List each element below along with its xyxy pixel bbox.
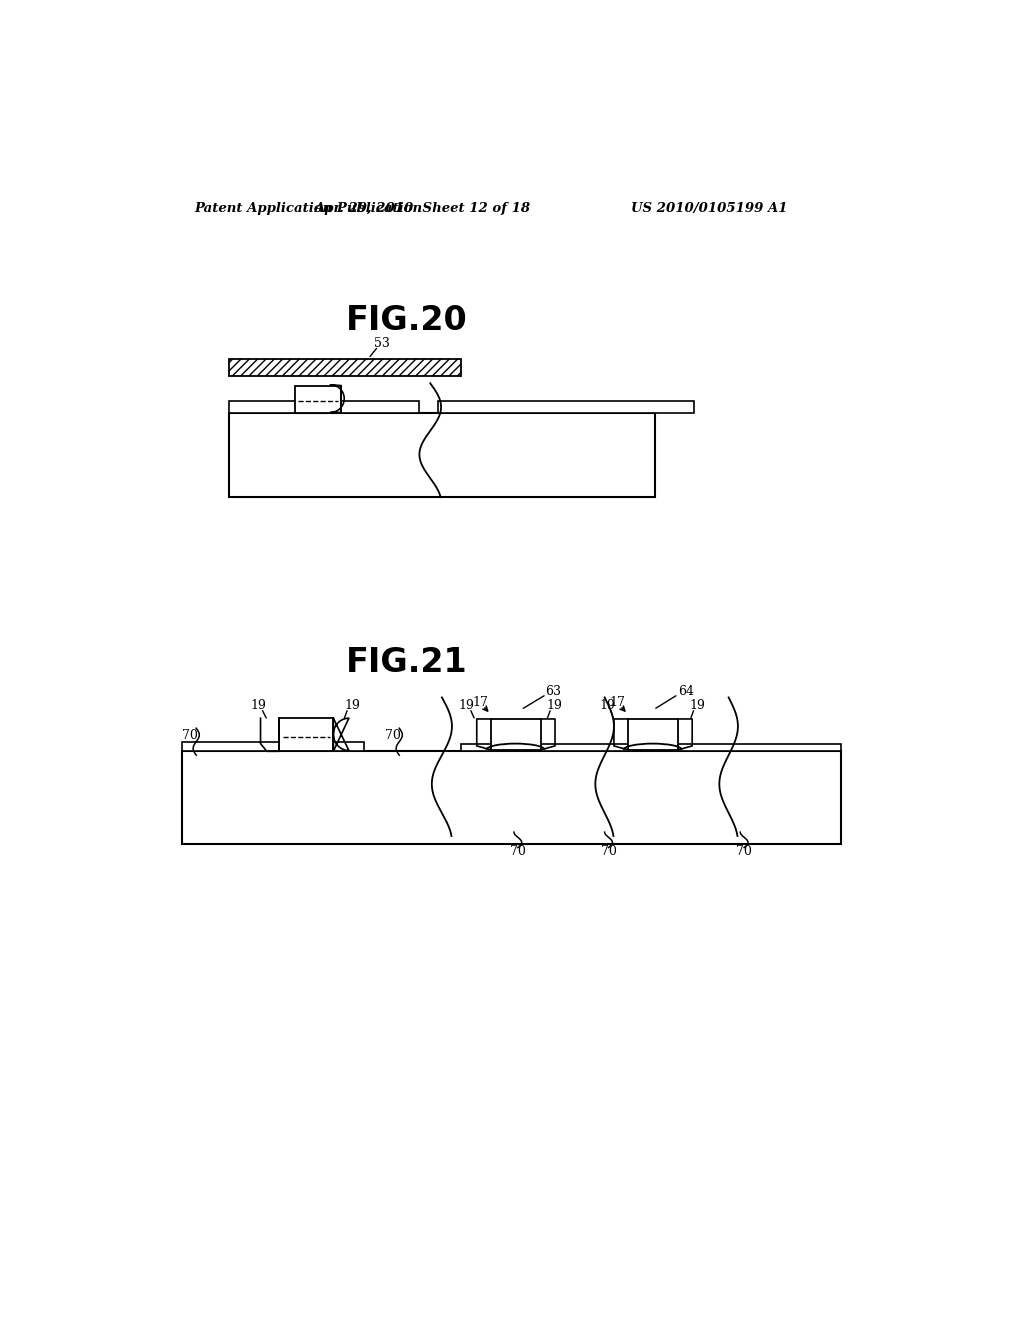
Bar <box>461 743 841 751</box>
Text: Apr. 29, 2010  Sheet 12 of 18: Apr. 29, 2010 Sheet 12 of 18 <box>314 202 530 215</box>
Text: FIG.21: FIG.21 <box>346 647 468 680</box>
Bar <box>228 359 461 376</box>
Text: 64: 64 <box>678 685 694 698</box>
Text: 19: 19 <box>250 698 266 711</box>
Text: 19: 19 <box>459 698 474 711</box>
Text: 19: 19 <box>345 698 360 711</box>
Bar <box>182 742 365 751</box>
Bar <box>228 412 655 498</box>
Text: 63: 63 <box>545 685 561 698</box>
Text: 19: 19 <box>599 698 614 711</box>
Text: 17: 17 <box>473 696 488 709</box>
Text: 19: 19 <box>690 698 706 711</box>
Text: US 2010/0105199 A1: US 2010/0105199 A1 <box>631 202 787 215</box>
Text: 70: 70 <box>510 845 525 858</box>
Bar <box>295 385 341 412</box>
Bar <box>182 751 841 843</box>
Bar <box>280 718 334 751</box>
Text: Patent Application Publication: Patent Application Publication <box>194 202 422 215</box>
Text: 70: 70 <box>385 730 401 742</box>
Text: 70: 70 <box>736 845 752 858</box>
Bar <box>438 401 693 412</box>
Bar <box>228 401 419 412</box>
Text: 53: 53 <box>375 337 390 350</box>
Bar <box>490 719 541 750</box>
Bar <box>628 719 678 750</box>
Text: 70: 70 <box>182 730 198 742</box>
Text: 70: 70 <box>600 845 616 858</box>
Text: 17: 17 <box>610 696 626 709</box>
Text: FIG.20: FIG.20 <box>346 304 468 337</box>
Text: 19: 19 <box>547 698 562 711</box>
